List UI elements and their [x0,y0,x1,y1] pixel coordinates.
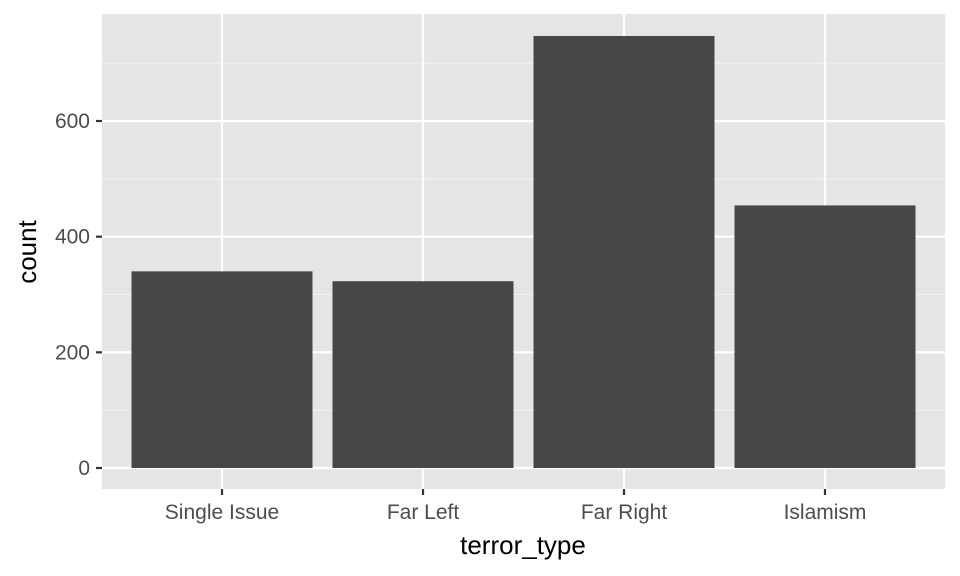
y-axis-title: count [12,219,42,283]
y-axis: 0 200 400 600 [55,110,102,480]
x-axis-title: terror_type [460,530,586,560]
y-tick-label: 200 [55,341,90,364]
y-tick-label: 0 [78,457,90,480]
y-tick-label: 600 [55,110,90,133]
bar-far-right [533,35,715,469]
bar-islamism [734,205,916,469]
bar-far-left [332,281,514,468]
x-axis: Single Issue Far Left Far Right Islamism [165,489,867,524]
x-tick-label: Far Left [387,501,460,524]
x-tick-label: Far Right [581,501,668,524]
x-tick-label: Islamism [784,501,867,524]
bars [131,35,916,469]
x-tick-label: Single Issue [165,501,279,524]
y-tick-label: 400 [55,226,90,249]
bar-single-issue [131,271,313,468]
